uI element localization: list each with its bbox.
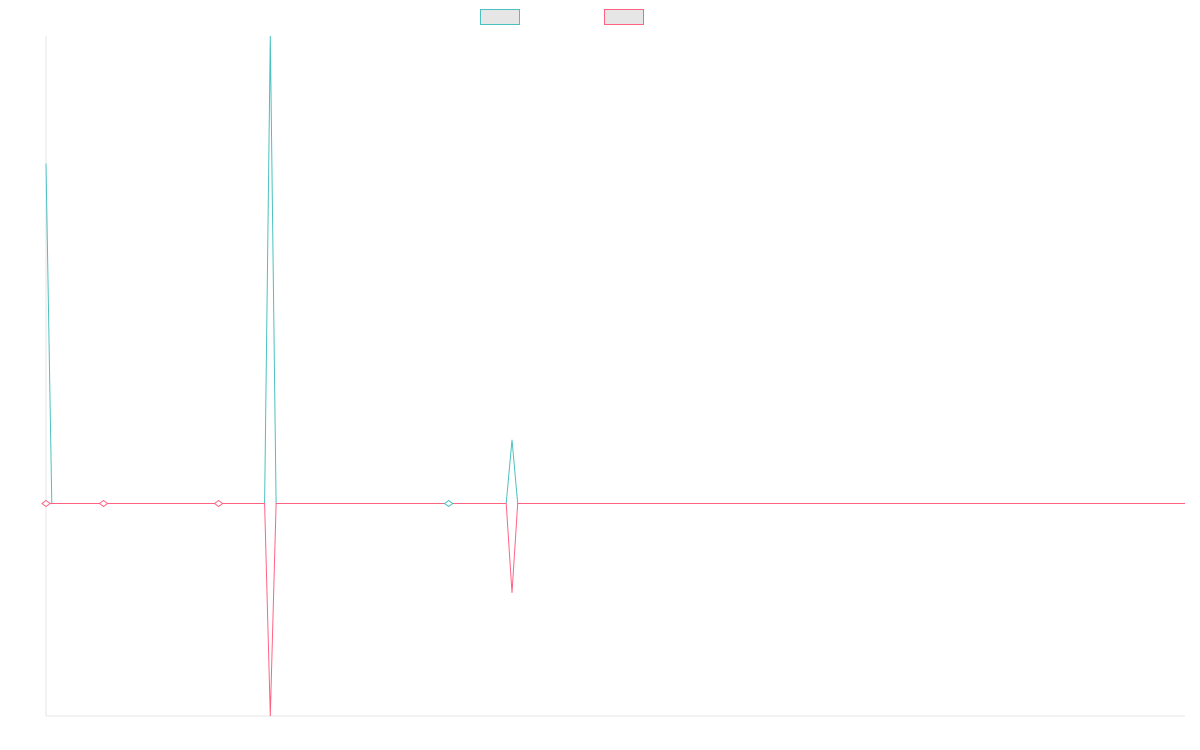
series-line-1: [45, 35, 1185, 504]
series-line-2: [46, 503, 1185, 717]
point-marker-2: [98, 499, 109, 508]
point-marker-3: [213, 499, 224, 508]
point-marker-4: [443, 499, 454, 508]
legend-swatch-series-2[interactable]: [604, 9, 644, 25]
legend-swatch-series-1[interactable]: [480, 9, 520, 25]
point-marker-1: [41, 499, 51, 508]
